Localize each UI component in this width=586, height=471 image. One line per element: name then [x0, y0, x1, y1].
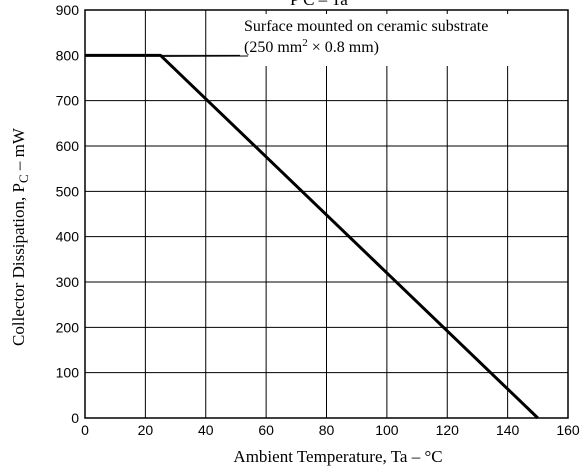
chart-top-label: P C – Ta — [290, 0, 348, 9]
x-tick-label: 20 — [138, 422, 154, 438]
annotation-line-1: Surface mounted on ceramic substrate — [244, 18, 488, 35]
tick-labels: 0 20 40 60 80 100 120 140 160 0 100 200 300 400 500 600… — [56, 2, 580, 438]
series — [85, 53, 539, 420]
y-tick-label: 600 — [56, 138, 80, 154]
y-tick-label: 800 — [56, 47, 80, 63]
x-tick-label: 0 — [81, 422, 89, 438]
y-tick-label: 500 — [56, 183, 80, 199]
x-tick-label: 80 — [319, 422, 335, 438]
x-tick-label: 120 — [436, 422, 460, 438]
annotation-line-2: (250 mm2 × 0.8 mm) — [244, 37, 379, 56]
y-tick-label: 900 — [56, 2, 80, 18]
y-tick-label: 200 — [56, 319, 80, 335]
y-tick-label: 100 — [56, 365, 80, 381]
annotation: Surface mounted on ceramic substrate (25… — [162, 14, 570, 66]
x-tick-label: 140 — [496, 422, 520, 438]
plot-border — [84, 9, 569, 419]
y-tick-label: 0 — [71, 410, 79, 426]
x-axis-title: Ambient Temperature, Ta – °C — [233, 447, 442, 466]
x-tick-label: 60 — [258, 422, 274, 438]
x-tick-label: 160 — [556, 422, 580, 438]
y-tick-label: 300 — [56, 274, 80, 290]
plot-frame — [84, 9, 569, 419]
x-tick-label: 40 — [198, 422, 214, 438]
x-tick-label: 100 — [375, 422, 399, 438]
derating-curve — [85, 53, 539, 420]
y-tick-label: 700 — [56, 93, 80, 109]
y-tick-label: 400 — [56, 229, 80, 245]
y-axis-title: Collector Dissipation, PC – mW — [9, 127, 31, 346]
